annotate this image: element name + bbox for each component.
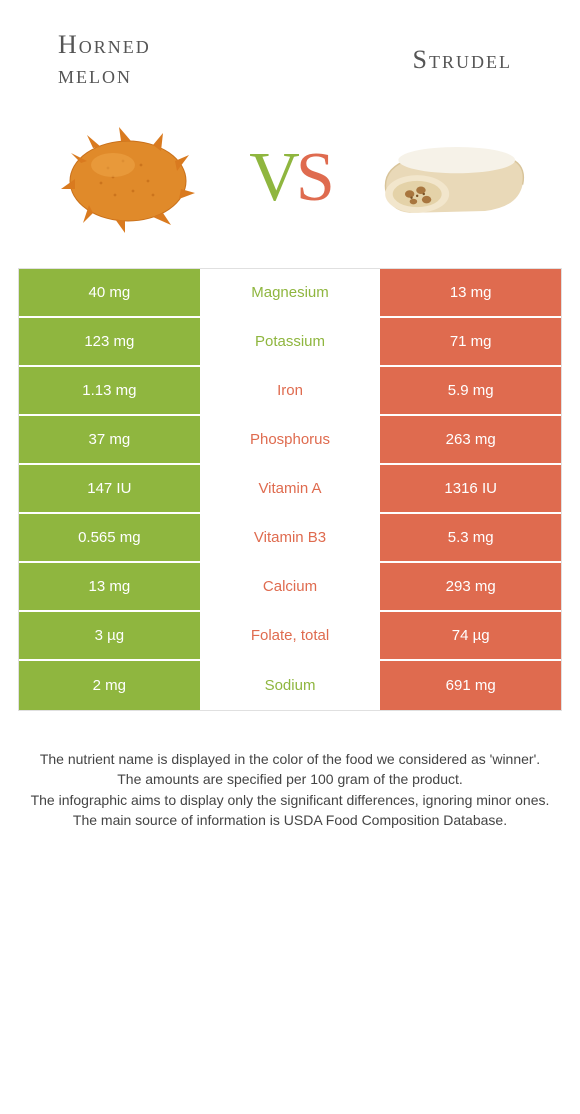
value-right: 263 mg (380, 416, 561, 463)
footer-line: The main source of information is USDA F… (28, 810, 552, 830)
nutrient-name: Iron (200, 367, 381, 414)
footer-line: The infographic aims to display only the… (28, 790, 552, 810)
value-right: 71 mg (380, 318, 561, 365)
value-left: 13 mg (19, 563, 200, 610)
food-image-left (48, 118, 208, 238)
vs-v: V (249, 139, 296, 216)
nutrient-name: Sodium (200, 661, 381, 710)
vs-label: VS (249, 138, 331, 218)
value-left: 1.13 mg (19, 367, 200, 414)
value-left: 0.565 mg (19, 514, 200, 561)
nutrient-row: 1.13 mgIron5.9 mg (19, 367, 561, 416)
nutrient-name: Vitamin B3 (200, 514, 381, 561)
nutrient-name: Potassium (200, 318, 381, 365)
nutrient-name: Vitamin A (200, 465, 381, 512)
nutrient-table: 40 mgMagnesium13 mg123 mgPotassium71 mg1… (18, 268, 562, 711)
value-right: 5.3 mg (380, 514, 561, 561)
value-left: 37 mg (19, 416, 200, 463)
nutrient-name: Magnesium (200, 269, 381, 316)
nutrient-name: Folate, total (200, 612, 381, 659)
infographic-container: Hornedmelon Strudel (0, 0, 580, 850)
value-right: 691 mg (380, 661, 561, 710)
value-left: 147 IU (19, 465, 200, 512)
value-right: 5.9 mg (380, 367, 561, 414)
value-right: 293 mg (380, 563, 561, 610)
value-left: 123 mg (19, 318, 200, 365)
nutrient-row: 2 mgSodium691 mg (19, 661, 561, 710)
value-right: 74 µg (380, 612, 561, 659)
food-image-right (372, 118, 532, 238)
hero-row: VS (18, 98, 562, 268)
nutrient-name: Calcium (200, 563, 381, 610)
footer-line: The amounts are specified per 100 gram o… (28, 769, 552, 789)
titles-row: Hornedmelon Strudel (18, 20, 562, 98)
value-right: 1316 IU (380, 465, 561, 512)
nutrient-row: 40 mgMagnesium13 mg (19, 269, 561, 318)
value-left: 2 mg (19, 661, 200, 710)
value-right: 13 mg (380, 269, 561, 316)
food-title-left: Hornedmelon (48, 30, 285, 90)
nutrient-row: 13 mgCalcium293 mg (19, 563, 561, 612)
food-title-right: Strudel (285, 45, 532, 75)
value-left: 3 µg (19, 612, 200, 659)
value-left: 40 mg (19, 269, 200, 316)
vs-s: S (296, 139, 331, 216)
nutrient-row: 0.565 mgVitamin B35.3 mg (19, 514, 561, 563)
footer-line: The nutrient name is displayed in the co… (28, 749, 552, 769)
nutrient-row: 123 mgPotassium71 mg (19, 318, 561, 367)
nutrient-row: 37 mgPhosphorus263 mg (19, 416, 561, 465)
nutrient-row: 147 IUVitamin A1316 IU (19, 465, 561, 514)
nutrient-row: 3 µgFolate, total74 µg (19, 612, 561, 661)
footer-notes: The nutrient name is displayed in the co… (18, 711, 562, 840)
nutrient-name: Phosphorus (200, 416, 381, 463)
